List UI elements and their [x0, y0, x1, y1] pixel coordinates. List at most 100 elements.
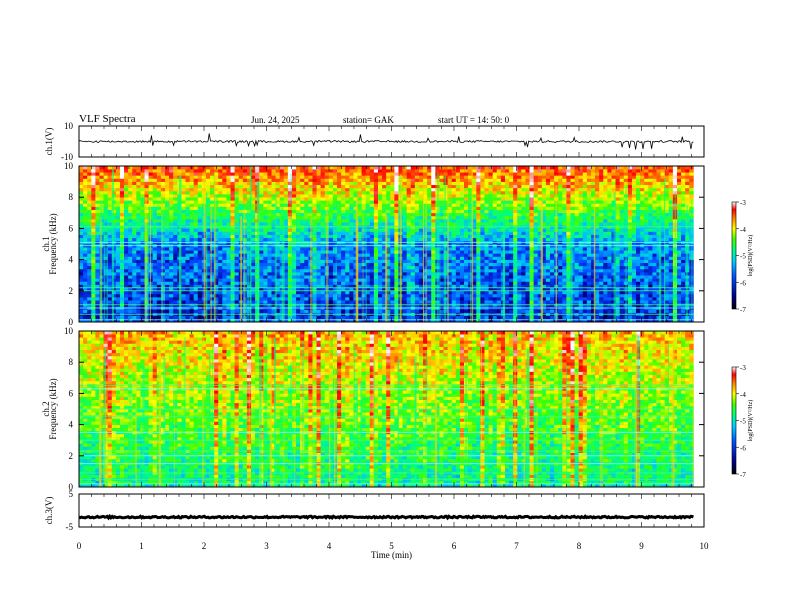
- spectro-cell: [246, 231, 252, 235]
- spectro-cell: [431, 197, 436, 201]
- spectro-cell: [382, 275, 387, 279]
- spectro-cell: [103, 194, 108, 198]
- spectro-cell: [197, 200, 203, 204]
- spectro-cell: [115, 194, 121, 198]
- spectro-cell: [484, 215, 489, 220]
- spectro-cell: [185, 303, 190, 307]
- spectro-cell: [263, 234, 268, 239]
- spectro-cell: [267, 175, 272, 179]
- spectro-cell: [373, 290, 379, 295]
- spectro-cell: [382, 203, 387, 207]
- spectro-cell: [439, 253, 444, 257]
- spectro-cell: [390, 237, 395, 242]
- spectro-cell: [111, 253, 117, 257]
- spectro-cell: [427, 187, 432, 192]
- spectro-cell: [111, 272, 117, 276]
- spectro-cell: [337, 312, 342, 317]
- spectro-cell: [267, 297, 272, 301]
- spectro-cell: [304, 228, 309, 232]
- spectro-cell: [140, 203, 145, 207]
- spectro-cell: [472, 315, 477, 320]
- spectro-cell: [234, 231, 240, 235]
- spectro-cell: [468, 287, 473, 292]
- spectro-cell: [439, 247, 444, 251]
- spectro-cell: [185, 250, 190, 254]
- spectro-cell: [181, 222, 186, 226]
- spectro-cell: [259, 268, 264, 273]
- spectro-cell: [226, 194, 231, 198]
- spectro-cell: [263, 293, 268, 298]
- spectro-cell: [173, 172, 178, 176]
- spectro-cell: [271, 262, 276, 267]
- spectro-cell: [382, 184, 387, 189]
- spectro-cell: [324, 175, 330, 179]
- spectro-cell: [136, 172, 141, 176]
- spectro-cell: [378, 222, 383, 226]
- spectro-cell: [296, 215, 301, 220]
- spectro-cell: [296, 318, 301, 323]
- spectro-cell: [414, 219, 420, 223]
- spectro-cell: [91, 318, 96, 323]
- spectro-cell: [99, 237, 104, 242]
- spectro-cell: [136, 318, 141, 323]
- spectro-cell: [402, 309, 407, 313]
- spectro-cell: [255, 181, 260, 186]
- spectro-cell: [230, 262, 235, 267]
- spectro-cell: [337, 197, 342, 201]
- spectro-cell: [197, 166, 203, 170]
- spectro-cell: [124, 212, 129, 217]
- spectro-cell: [394, 237, 399, 242]
- spectro-cell: [394, 309, 399, 313]
- spectro-cell: [95, 262, 100, 267]
- spectro-cell: [156, 259, 162, 264]
- spectro-cell: [291, 309, 297, 313]
- spectro-cell: [263, 287, 268, 292]
- spectro-cell: [480, 253, 485, 257]
- spectro-cell: [398, 309, 403, 313]
- spectro-cell: [345, 275, 350, 279]
- spectro-cell: [386, 250, 391, 254]
- spectro-cell: [328, 287, 334, 292]
- spectro-cell: [91, 187, 96, 192]
- spectro-cell: [410, 281, 416, 285]
- spectro-cell: [132, 234, 137, 239]
- spectro-cell: [291, 178, 297, 182]
- spectro-cell: [173, 240, 178, 245]
- spectro-cell: [177, 169, 182, 173]
- spectro-cell: [447, 197, 453, 201]
- spectro-cell: [95, 300, 100, 304]
- spectro-cell: [218, 209, 223, 214]
- spectro-cell: [115, 272, 121, 276]
- spectro-cell: [427, 237, 432, 242]
- spectro-cell: [119, 250, 125, 254]
- spectro-cell: [476, 268, 481, 273]
- spectro-cell: [283, 262, 289, 267]
- spectro-cell: [353, 184, 358, 189]
- spectro-cell: [418, 250, 424, 254]
- spectro-cell: [91, 256, 96, 260]
- spectro-cell: [136, 247, 141, 251]
- spectro-cell: [435, 181, 440, 186]
- spectro-cell: [431, 287, 436, 292]
- spectro-cell: [332, 253, 338, 257]
- spectro-cell: [222, 262, 227, 267]
- spectro-cell: [378, 259, 383, 264]
- spectro-cell: [91, 281, 96, 285]
- spectro-cell: [119, 212, 125, 217]
- spectro-cell: [79, 315, 84, 320]
- spectro-cell: [140, 197, 145, 201]
- spectro-cell: [332, 312, 338, 317]
- spectro-cell: [115, 228, 121, 232]
- spectro-cell: [472, 297, 477, 301]
- spectro-cell: [201, 256, 207, 260]
- spectro-cell: [222, 300, 227, 304]
- spectro-cell: [160, 166, 166, 170]
- spectro-cell: [246, 287, 252, 292]
- spectro-cell: [279, 209, 285, 214]
- spectro-cell: [148, 219, 154, 223]
- spectro-cell: [480, 287, 485, 292]
- spectro-cell: [181, 231, 186, 235]
- spectro-cell: [328, 300, 334, 304]
- spectro-cell: [214, 200, 219, 204]
- spectro-cell: [214, 181, 219, 186]
